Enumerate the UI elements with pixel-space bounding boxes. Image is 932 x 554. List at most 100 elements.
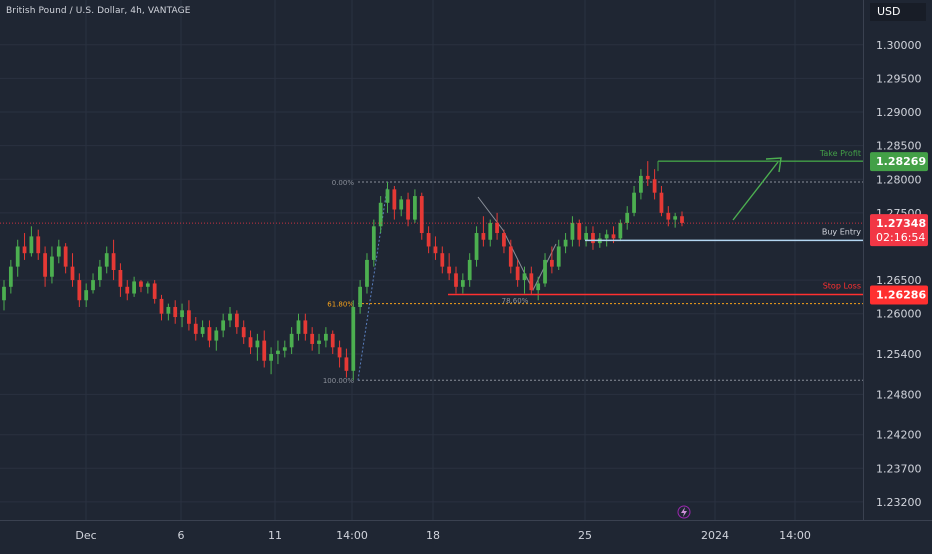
candle (145, 281, 150, 294)
candle (132, 276, 137, 297)
candle (337, 340, 342, 368)
candle-body (454, 273, 458, 287)
lightning-icon[interactable] (677, 505, 691, 519)
candle (549, 246, 554, 274)
candle (118, 263, 123, 297)
candle (310, 327, 315, 351)
arrow-line (732, 161, 779, 221)
fib-level-label: 0.00% (332, 179, 355, 187)
candle (406, 192, 410, 227)
candle-body (680, 216, 684, 223)
price-tick-label: 1.24800 (876, 388, 922, 401)
candle-body (125, 286, 130, 294)
candle-body (228, 313, 232, 321)
time-axis[interactable]: Dec 6 11 14:00 18 25 2024 14:00 (75, 529, 811, 542)
buy-entry-label: Buy Entry (822, 227, 861, 236)
symbol-title: British Pound / U.S. Dollar, 4h, VANTAGE (6, 6, 191, 16)
candle-body (502, 233, 506, 247)
candle-body (515, 266, 520, 281)
candle (125, 280, 130, 301)
candle (385, 181, 390, 213)
candle (645, 161, 650, 186)
candle (563, 233, 568, 254)
candle-body (77, 280, 82, 301)
candle-body (36, 236, 41, 254)
candle-body (70, 266, 75, 281)
candle (282, 340, 287, 358)
time-tick-label: 14:00 (779, 529, 811, 542)
time-tick-label: 18 (426, 529, 440, 542)
candle-body (529, 273, 534, 291)
candle-body (645, 175, 650, 180)
candle (378, 196, 383, 234)
candle (330, 330, 335, 355)
candle (481, 216, 486, 247)
candle-body (549, 259, 554, 267)
candle-body (276, 350, 280, 355)
candle-body (303, 320, 308, 334)
candle (371, 219, 376, 267)
price-tick-label: 1.28500 (876, 140, 922, 153)
candle (317, 333, 321, 355)
candle (111, 239, 116, 281)
candle (365, 253, 369, 294)
candle (193, 317, 198, 341)
candle (63, 243, 68, 274)
candle-body (666, 212, 671, 220)
candle-body (139, 281, 143, 287)
candle-body (584, 233, 589, 240)
candle (84, 283, 89, 307)
candle-body (145, 283, 150, 287)
direction-arrow (732, 157, 782, 221)
price-tick-label: 1.25400 (876, 348, 922, 361)
candle-body (15, 246, 20, 267)
current-price-badge-text: 1.27348 (876, 217, 926, 230)
candle-body (63, 246, 68, 267)
candle-body (591, 233, 595, 244)
candle (255, 333, 260, 361)
candle (618, 219, 623, 242)
candle-body (447, 266, 452, 274)
candle (50, 246, 54, 284)
candle (508, 239, 513, 274)
candle-body (221, 320, 226, 331)
candle (180, 303, 184, 328)
candle (659, 185, 664, 217)
candle (454, 266, 458, 294)
candle-body (296, 320, 301, 334)
candle (269, 347, 273, 375)
candle (351, 300, 356, 381)
candle-body (8, 266, 13, 287)
candle (97, 259, 102, 287)
candle-body (413, 196, 417, 220)
candle-body (508, 246, 513, 267)
time-tick-label: 2024 (701, 529, 729, 542)
price-axis[interactable]: 1.300001.295001.290001.285001.280001.275… (876, 39, 922, 509)
candle (467, 253, 472, 287)
currency-selector[interactable]: USD (870, 3, 926, 21)
candle (262, 330, 267, 368)
candle (173, 300, 178, 324)
candle-body (392, 189, 397, 210)
take-profit-badge-background (870, 152, 928, 172)
candle (673, 212, 678, 228)
candle-body (97, 266, 102, 281)
candle-body (234, 313, 239, 328)
candle-body (543, 259, 547, 284)
candle-body (659, 192, 664, 213)
candle-body (289, 333, 294, 348)
candle (474, 226, 479, 267)
candle (22, 233, 27, 260)
candle-body (365, 259, 369, 287)
candle-body (166, 306, 171, 314)
candle (529, 266, 534, 295)
price-tick-label: 1.26000 (876, 308, 922, 321)
candle-body (104, 253, 109, 267)
candle-body (570, 222, 575, 240)
arrow-head (765, 157, 782, 173)
candle (502, 229, 506, 254)
price-tick-label: 1.29500 (876, 72, 922, 85)
candle (276, 340, 280, 365)
